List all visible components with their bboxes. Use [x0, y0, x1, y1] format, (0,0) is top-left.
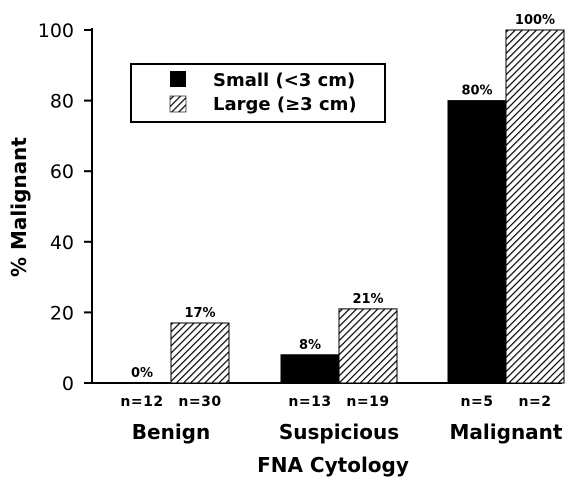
bar-malignant-small — [447, 100, 507, 384]
legend-swatch-small — [170, 71, 186, 87]
data-label-benign-large: 17% — [184, 306, 215, 321]
n-label-malignant-small: n=5 — [461, 394, 494, 410]
y-axis-title: % Malignant — [7, 137, 31, 277]
bars — [170, 29, 565, 384]
n-label-benign-small: n=12 — [120, 394, 163, 410]
data-label-malignant-large: 100% — [515, 13, 555, 28]
legend-label-small: Small (<3 cm) — [213, 70, 355, 91]
category-label-benign: Benign — [132, 420, 210, 444]
y-tick-label-0: 0 — [62, 373, 74, 395]
data-label-suspicious-large: 21% — [352, 292, 383, 307]
category-labels: Benign Suspicious Malignant — [132, 420, 563, 444]
y-tick-label-4: 80 — [50, 91, 74, 113]
y-tick-label-1: 20 — [50, 302, 74, 324]
y-tick-label-2: 40 — [50, 232, 74, 254]
data-label-malignant-small: 80% — [461, 84, 492, 99]
data-label-suspicious-small: 8% — [299, 338, 321, 353]
n-label-malignant-large: n=2 — [519, 394, 552, 410]
legend-swatch-large — [169, 95, 187, 113]
y-tick-label-5: 100 — [38, 20, 74, 42]
bar-benign-large — [170, 322, 230, 384]
n-label-suspicious-small: n=13 — [288, 394, 331, 410]
data-label-benign-small: 0% — [131, 366, 153, 381]
bar-suspicious-small — [280, 354, 340, 384]
category-label-malignant: Malignant — [450, 420, 563, 444]
data-labels: 0% 17% 8% 21% 80% 100% — [131, 13, 555, 381]
legend-label-large: Large (≥3 cm) — [213, 94, 357, 115]
y-ticks: 0 20 40 60 80 100 — [38, 20, 92, 395]
n-label-benign-large: n=30 — [178, 394, 221, 410]
category-label-suspicious: Suspicious — [279, 420, 399, 444]
x-axis-title: FNA Cytology — [257, 453, 409, 477]
legend: Small (<3 cm) Large (≥3 cm) — [130, 63, 386, 123]
y-tick-label-3: 60 — [50, 161, 74, 183]
bar-suspicious-large — [338, 308, 398, 384]
n-labels: n=12 n=30 n=13 n=19 n=5 n=2 — [120, 394, 551, 410]
bar-malignant-large — [505, 29, 565, 384]
n-label-suspicious-large: n=19 — [346, 394, 389, 410]
